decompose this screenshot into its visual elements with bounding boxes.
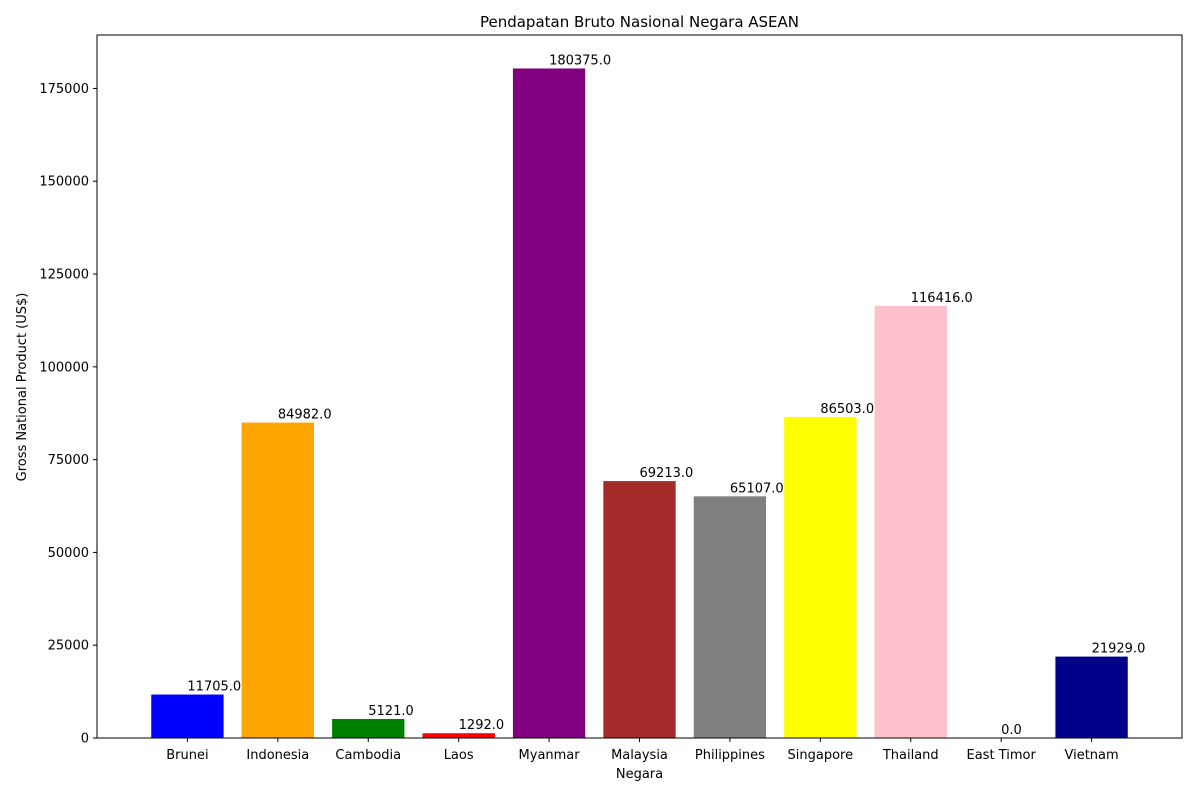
y-tick-label: 0 [81, 732, 89, 747]
bar-value-label: 5121.0 [368, 704, 414, 719]
y-tick-label: 125000 [39, 268, 89, 283]
x-tick-label: Malaysia [611, 748, 668, 763]
x-tick-label: Cambodia [335, 748, 401, 763]
x-axis-label: Negara [616, 767, 663, 782]
bar [874, 305, 947, 738]
bar-value-label: 84982.0 [278, 408, 332, 423]
bar [603, 481, 676, 738]
x-tick-label: Laos [444, 748, 474, 763]
bar [512, 68, 586, 739]
y-axis-label: Gross National Product (US$) [15, 293, 30, 482]
bar [693, 496, 767, 738]
plot-frame [96, 34, 1183, 739]
y-tick-label: 100000 [39, 360, 89, 375]
value-labels: 11705.0 84982.0 5121.0 1292.0 180375.0 69213.… [187, 53, 1145, 738]
x-axis: Brunei Indonesia Cambodia Laos Myanmar Malays… [166, 738, 1119, 763]
bar [241, 422, 314, 738]
bar-value-label: 69213.0 [640, 466, 694, 481]
bar-value-label: 86503.0 [820, 402, 874, 417]
bar [1055, 656, 1128, 738]
bar-value-label: 65107.0 [730, 481, 784, 496]
bar-value-label: 116416.0 [911, 291, 973, 306]
y-tick-label: 175000 [39, 82, 89, 97]
x-tick-label: Singapore [788, 748, 854, 763]
bar-value-label: 180375.0 [549, 53, 611, 68]
bar-value-label: 11705.0 [187, 680, 241, 695]
x-tick-label: Vietnam [1064, 748, 1118, 763]
bar [332, 718, 405, 738]
x-tick-label: Myanmar [519, 748, 581, 763]
x-tick-label: East Timor [967, 748, 1037, 763]
bar-value-label: 21929.0 [1092, 642, 1146, 657]
y-axis: 0 25000 50000 75000 100000 125000 150000 175000 [39, 82, 97, 747]
y-tick-label: 150000 [39, 175, 89, 190]
bar [151, 694, 224, 738]
y-tick-label: 75000 [48, 453, 89, 468]
x-tick-label: Indonesia [246, 748, 309, 763]
y-tick-label: 25000 [48, 639, 89, 654]
x-tick-label: Thailand [882, 748, 939, 763]
x-tick-label: Brunei [166, 748, 208, 763]
y-tick-label: 50000 [48, 546, 89, 561]
bar [422, 733, 495, 738]
bar [784, 416, 857, 738]
bars [151, 68, 1128, 739]
chart-title: Pendapatan Bruto Nasional Negara ASEAN [480, 13, 799, 31]
bar-value-label: 0.0 [1001, 723, 1022, 738]
x-tick-label: Philippines [695, 748, 765, 763]
bar-value-label: 1292.0 [459, 718, 505, 733]
